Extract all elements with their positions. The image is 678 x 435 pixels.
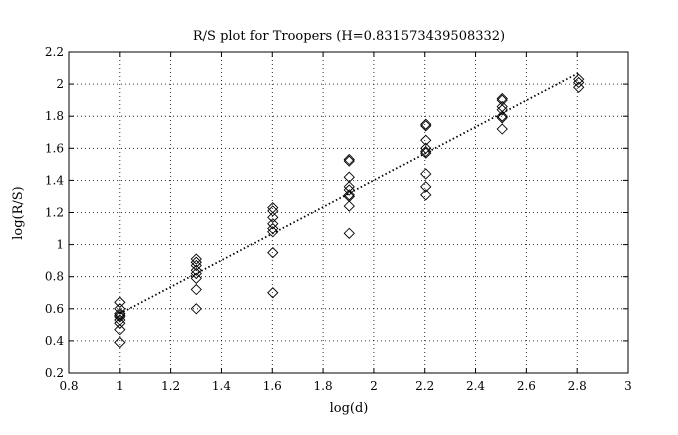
data-point-diamond [267, 226, 279, 238]
y-tick-label: 0.6 [45, 302, 64, 316]
data-point-diamond [573, 81, 585, 93]
x-tick-label: 2.6 [517, 379, 536, 393]
data-point-diamond [190, 283, 202, 296]
y-axis-label: log(R/S) [11, 186, 26, 240]
x-tick-label: 2.8 [568, 379, 587, 393]
data-point-diamond [496, 104, 508, 116]
x-axis-label: log(d) [330, 401, 369, 416]
data-point-diamond [190, 253, 202, 265]
data-point-diamond [420, 134, 432, 146]
data-point-diamond [496, 112, 508, 124]
x-tick-label: 2.4 [466, 379, 485, 393]
data-point-diamond [267, 287, 279, 299]
data-point-diamond [573, 73, 585, 85]
y-tick-label: 2.2 [45, 45, 64, 59]
data-point-diamond [190, 267, 202, 280]
data-point-diamond [190, 256, 202, 268]
x-tick-label: 1.4 [212, 379, 231, 393]
data-point-diamond [190, 303, 202, 315]
data-marks [114, 73, 585, 349]
x-tick-label: 1.6 [263, 379, 282, 393]
data-point-diamond [267, 218, 279, 230]
y-tick-label: 1 [56, 238, 64, 252]
data-point-diamond [420, 181, 432, 193]
y-tick-label: 0.8 [45, 270, 64, 284]
axis-ticks [68, 51, 629, 374]
data-point-diamond [420, 189, 432, 201]
y-tick-label: 1.2 [45, 206, 64, 220]
x-tick-label: 1.8 [314, 379, 333, 393]
data-point-diamond [267, 205, 279, 217]
data-point-diamond [114, 311, 126, 323]
data-point-diamond [496, 92, 508, 105]
data-point-diamond [420, 120, 432, 132]
data-point-diamond [343, 155, 355, 167]
y-tick-label: 1.6 [45, 141, 64, 155]
data-point-diamond [114, 336, 126, 349]
data-point-diamond [267, 211, 279, 223]
data-point-diamond [343, 227, 355, 240]
data-point-diamond [343, 189, 355, 201]
tick-labels: 0.8 1 1.2 1.4 1.6 1.8 2 2.2 2.4 2.6 2.8 3 0.2 0.4 0.6 0… [45, 45, 632, 393]
data-point-diamond [114, 296, 126, 309]
x-tick-label: 2 [370, 379, 378, 393]
y-tick-label: 1.4 [45, 173, 64, 187]
data-point-diamond [343, 153, 355, 166]
data-point-diamond [267, 246, 279, 259]
data-point-diamond [114, 303, 126, 315]
data-point-diamond [496, 123, 508, 135]
data-point-diamond [190, 259, 202, 272]
data-point-diamond [114, 317, 126, 329]
data-point-diamond [420, 118, 432, 130]
data-point-diamond [343, 200, 355, 212]
y-tick-label: 0.2 [45, 366, 64, 380]
data-point-diamond [114, 309, 126, 321]
data-point-diamond [343, 184, 355, 196]
x-tick-label: 2.2 [415, 379, 434, 393]
data-point-diamond [190, 264, 202, 276]
data-point-diamond [420, 145, 432, 158]
y-tick-label: 2 [56, 77, 64, 91]
data-point-diamond [420, 168, 432, 180]
data-point-diamond [114, 324, 126, 336]
data-point-diamond [573, 76, 585, 89]
y-tick-label: 0.4 [45, 334, 64, 348]
chart-title: R/S plot for Troopers (H=0.8315734395083… [193, 29, 505, 44]
y-tick-label: 1.8 [45, 109, 64, 123]
x-tick-label: 3 [624, 379, 632, 393]
x-tick-label: 1.2 [161, 379, 180, 393]
data-point-diamond [190, 272, 202, 284]
x-tick-label: 1 [116, 379, 124, 393]
x-tick-label: 0.8 [59, 379, 78, 393]
